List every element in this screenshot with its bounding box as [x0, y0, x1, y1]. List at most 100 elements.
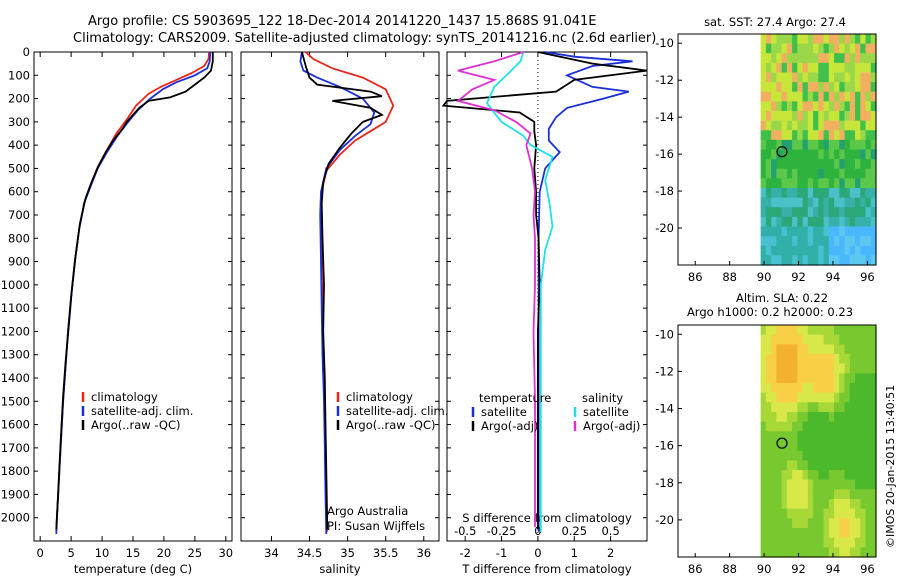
- map-cell: [870, 43, 877, 54]
- map-cell: [860, 53, 867, 64]
- map-cell: [839, 53, 846, 64]
- map-cell: [797, 236, 804, 247]
- map-cell: [781, 383, 788, 394]
- map-cell: [870, 489, 877, 500]
- map-cell: [813, 168, 819, 179]
- map-cell: [839, 168, 846, 179]
- map-cell: [792, 236, 798, 247]
- map-cell: [797, 245, 804, 256]
- map-cell: [818, 43, 825, 54]
- map-cell: [813, 460, 819, 471]
- series-line: [55, 51, 212, 535]
- map-cell: [855, 508, 861, 519]
- map-cell: [844, 518, 851, 529]
- map-cell: [765, 441, 772, 452]
- map-cell: [807, 245, 814, 256]
- map-cell: [860, 363, 867, 374]
- map-cell: [807, 111, 814, 122]
- map-cell: [849, 62, 856, 74]
- map-cell: [870, 431, 877, 442]
- map-cell: [797, 188, 804, 199]
- map-cell: [807, 489, 814, 500]
- map-cell: [765, 518, 772, 529]
- map-cell: [797, 373, 804, 384]
- map-cell: [818, 373, 825, 384]
- map-cell: [771, 489, 777, 500]
- map-cell: [834, 72, 840, 83]
- map-cell: [765, 245, 772, 256]
- map-cell: [786, 168, 793, 179]
- map-cell: [771, 178, 777, 189]
- map-cell: [771, 431, 777, 442]
- map-cell: [797, 178, 804, 189]
- map-cell: [855, 188, 861, 199]
- map-cell: [839, 392, 846, 403]
- x-tick-label: 88: [722, 270, 737, 284]
- series-line: [441, 51, 648, 530]
- map-cell: [870, 101, 877, 112]
- x-tick-label: 30: [218, 546, 233, 560]
- map-cell: [839, 363, 846, 374]
- map-cell: [823, 344, 830, 355]
- map-cell: [870, 139, 877, 151]
- map-cell: [771, 34, 777, 45]
- map-cell: [760, 149, 767, 160]
- map-cell: [813, 207, 819, 218]
- map-cell: [765, 139, 772, 151]
- map-cell: [786, 101, 793, 112]
- map-cell: [849, 245, 856, 256]
- map-cell: [807, 168, 814, 179]
- map-cell: [865, 226, 872, 237]
- map-cell: [860, 499, 867, 510]
- map-cell: [849, 216, 856, 228]
- map-cell: [870, 149, 877, 160]
- map-cell: [818, 402, 825, 413]
- map-cell: [839, 159, 846, 170]
- map-cell: [760, 383, 767, 394]
- map-cell: [760, 460, 767, 471]
- map-cell: [865, 508, 872, 519]
- map-cell: [834, 392, 840, 403]
- map-cell: [823, 470, 830, 481]
- map-cell: [765, 373, 772, 384]
- map-frame: [677, 324, 877, 558]
- map-cell: [776, 139, 783, 151]
- top-axis-label: S difference from climatology: [462, 511, 632, 525]
- map-cell: [776, 489, 783, 500]
- map-cell: [792, 460, 798, 471]
- plot-frame: [240, 51, 440, 542]
- map-cell: [818, 431, 825, 442]
- map-cell: [807, 431, 814, 442]
- map-cell: [865, 188, 872, 199]
- map-cell: [802, 421, 809, 432]
- map-cell: [781, 489, 788, 500]
- map-cell: [802, 197, 809, 208]
- map-cell: [813, 226, 819, 237]
- map-cell: [776, 62, 783, 74]
- map-cell: [855, 412, 861, 423]
- map-cell: [818, 53, 825, 64]
- map-cell: [813, 489, 819, 500]
- map-cell: [823, 412, 830, 423]
- map-cell: [828, 383, 835, 394]
- map-cell: [813, 82, 819, 93]
- map-cell: [797, 101, 804, 112]
- map-cell: [807, 412, 814, 423]
- map-cell: [839, 460, 846, 471]
- map-cell: [865, 489, 872, 500]
- map-cell: [807, 197, 814, 208]
- map-cell: [834, 334, 840, 345]
- map-cell: [823, 547, 830, 558]
- map-cell: [828, 43, 835, 54]
- map-cell: [839, 82, 846, 93]
- map-cell: [839, 499, 846, 510]
- map-cell: [781, 537, 788, 548]
- map-cell: [834, 207, 840, 218]
- map-cell: [786, 412, 793, 423]
- map-cell: [828, 130, 835, 141]
- map-cell: [870, 120, 877, 131]
- map-cell: [792, 344, 798, 355]
- map-cell: [834, 383, 840, 394]
- map-cell: [797, 402, 804, 413]
- plot-frame: [33, 51, 233, 542]
